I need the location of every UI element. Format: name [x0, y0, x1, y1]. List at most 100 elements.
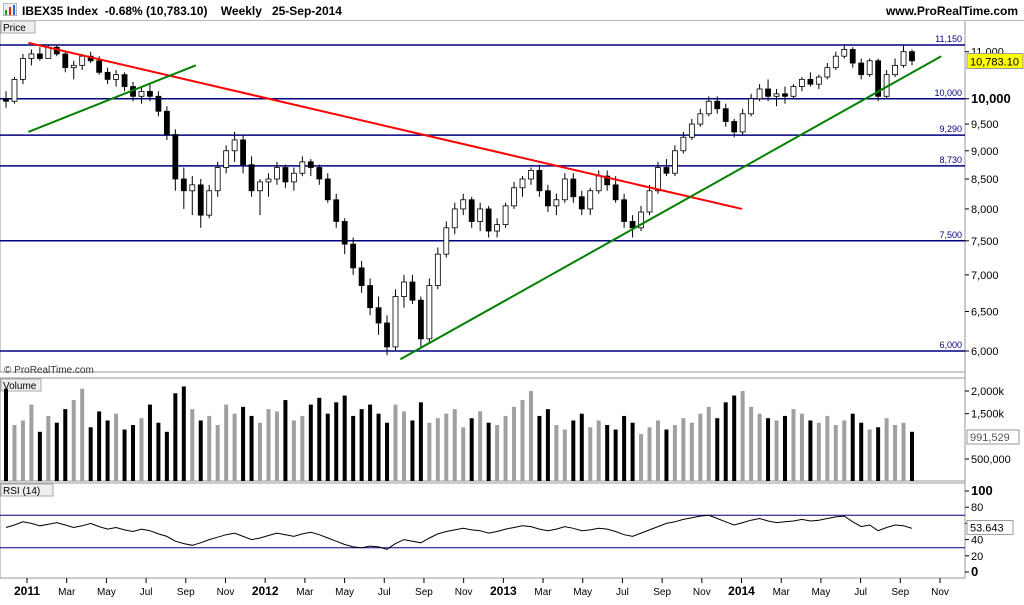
- volume-bar: [664, 429, 669, 481]
- x-tick-label: 2011: [14, 584, 40, 598]
- volume-bar: [232, 413, 237, 481]
- volume-bar: [630, 422, 635, 481]
- x-tick-label: Mar: [58, 587, 76, 598]
- volume-bar: [308, 404, 313, 481]
- rsi-panel-label-box: [0, 483, 54, 497]
- candle: [477, 208, 484, 222]
- volume-bar: [249, 415, 254, 481]
- level-label: 9,290: [939, 124, 962, 134]
- candle: [655, 167, 661, 192]
- candle: [3, 98, 9, 102]
- candle: [248, 164, 255, 192]
- volume-bar: [164, 431, 169, 481]
- price-tick-label: 10,000: [971, 91, 1011, 106]
- volume-bar: [173, 393, 178, 481]
- volume-bar: [782, 415, 787, 481]
- volume-bar: [300, 415, 305, 481]
- candle: [36, 53, 43, 59]
- candle: [782, 93, 788, 97]
- x-tick-label: May: [97, 587, 116, 598]
- volume-bar: [605, 425, 610, 481]
- volume-bar: [325, 413, 330, 481]
- level-label: 6,000: [939, 340, 962, 350]
- x-tick-label: 2012: [252, 584, 279, 598]
- candle: [451, 208, 458, 229]
- candle: [528, 169, 534, 180]
- volume-bar: [478, 411, 483, 481]
- candle: [900, 51, 907, 66]
- candle: [765, 88, 771, 97]
- volume-bar: [317, 397, 322, 481]
- chart-header: IBEX35 Index -0.68% (10,783.10) Weekly 2…: [0, 0, 1024, 21]
- volume-tick-label: 2,000k: [971, 386, 1005, 398]
- volume-tick-label: 500,000: [971, 454, 1011, 466]
- volume-tick-label: 1,500k: [971, 409, 1005, 421]
- rsi-tick-label: 40: [971, 535, 983, 547]
- volume-bar: [444, 413, 449, 481]
- candle: [206, 190, 213, 216]
- volume-bar: [893, 425, 898, 481]
- volume-bar: [215, 425, 220, 481]
- candle: [189, 184, 196, 192]
- candle: [180, 178, 187, 192]
- candle: [265, 178, 272, 183]
- last-rsi-value: 53.643: [970, 523, 1004, 535]
- volume-bar: [715, 418, 720, 481]
- candle: [28, 53, 35, 59]
- x-tick-label: May: [811, 587, 830, 598]
- volume-bar: [774, 420, 779, 481]
- candle: [858, 62, 865, 76]
- volume-bar: [427, 422, 432, 481]
- volume-bar: [258, 422, 263, 481]
- volume-bar: [520, 400, 525, 481]
- x-tick-label: Sep: [415, 587, 433, 598]
- volume-bar: [452, 409, 457, 481]
- x-tick-label: Sep: [177, 587, 195, 598]
- candle: [401, 281, 407, 297]
- candle: [663, 167, 670, 174]
- candle: [113, 74, 119, 80]
- volume-bar: [816, 422, 821, 481]
- volume-bar: [681, 418, 686, 481]
- candle: [367, 285, 373, 309]
- volume-bar: [351, 415, 356, 481]
- candle: [519, 178, 526, 189]
- candle: [257, 181, 263, 192]
- volume-bar: [46, 415, 51, 481]
- volume-bar: [207, 415, 212, 481]
- candle: [163, 110, 170, 135]
- x-tick-label: May: [335, 587, 354, 598]
- volume-bar: [732, 395, 737, 481]
- candle: [121, 74, 128, 87]
- x-tick-label: Nov: [693, 587, 711, 598]
- candle: [62, 53, 69, 69]
- candle: [223, 150, 230, 168]
- volume-bar: [596, 420, 601, 481]
- candle: [341, 221, 348, 245]
- price-tick-label: 6,500: [971, 306, 999, 318]
- candle: [392, 296, 399, 348]
- volume-bar: [503, 415, 508, 481]
- candle: [646, 190, 653, 213]
- candle: [45, 46, 52, 59]
- last-volume-box: [966, 429, 1020, 445]
- x-tick-label: Nov: [217, 587, 235, 598]
- candle: [384, 322, 390, 348]
- volume-bar: [97, 411, 102, 481]
- candle: [468, 199, 475, 222]
- volume-bar: [139, 418, 144, 481]
- level-label: 10,000: [934, 88, 962, 98]
- site-link[interactable]: www.ProRealTime.com: [885, 4, 1018, 18]
- x-tick-label: 2013: [490, 584, 517, 598]
- price-tick-label: 9,000: [971, 146, 999, 158]
- candle: [697, 113, 704, 125]
- volume-bar: [147, 404, 152, 481]
- volume-bar: [198, 420, 203, 481]
- candle: [824, 67, 831, 78]
- candle: [417, 299, 424, 340]
- volume-bar: [71, 400, 76, 481]
- price-change: -0.68% (10,783.10): [104, 4, 208, 18]
- volume-bar: [757, 413, 762, 481]
- candle: [621, 199, 628, 222]
- candle: [274, 167, 280, 180]
